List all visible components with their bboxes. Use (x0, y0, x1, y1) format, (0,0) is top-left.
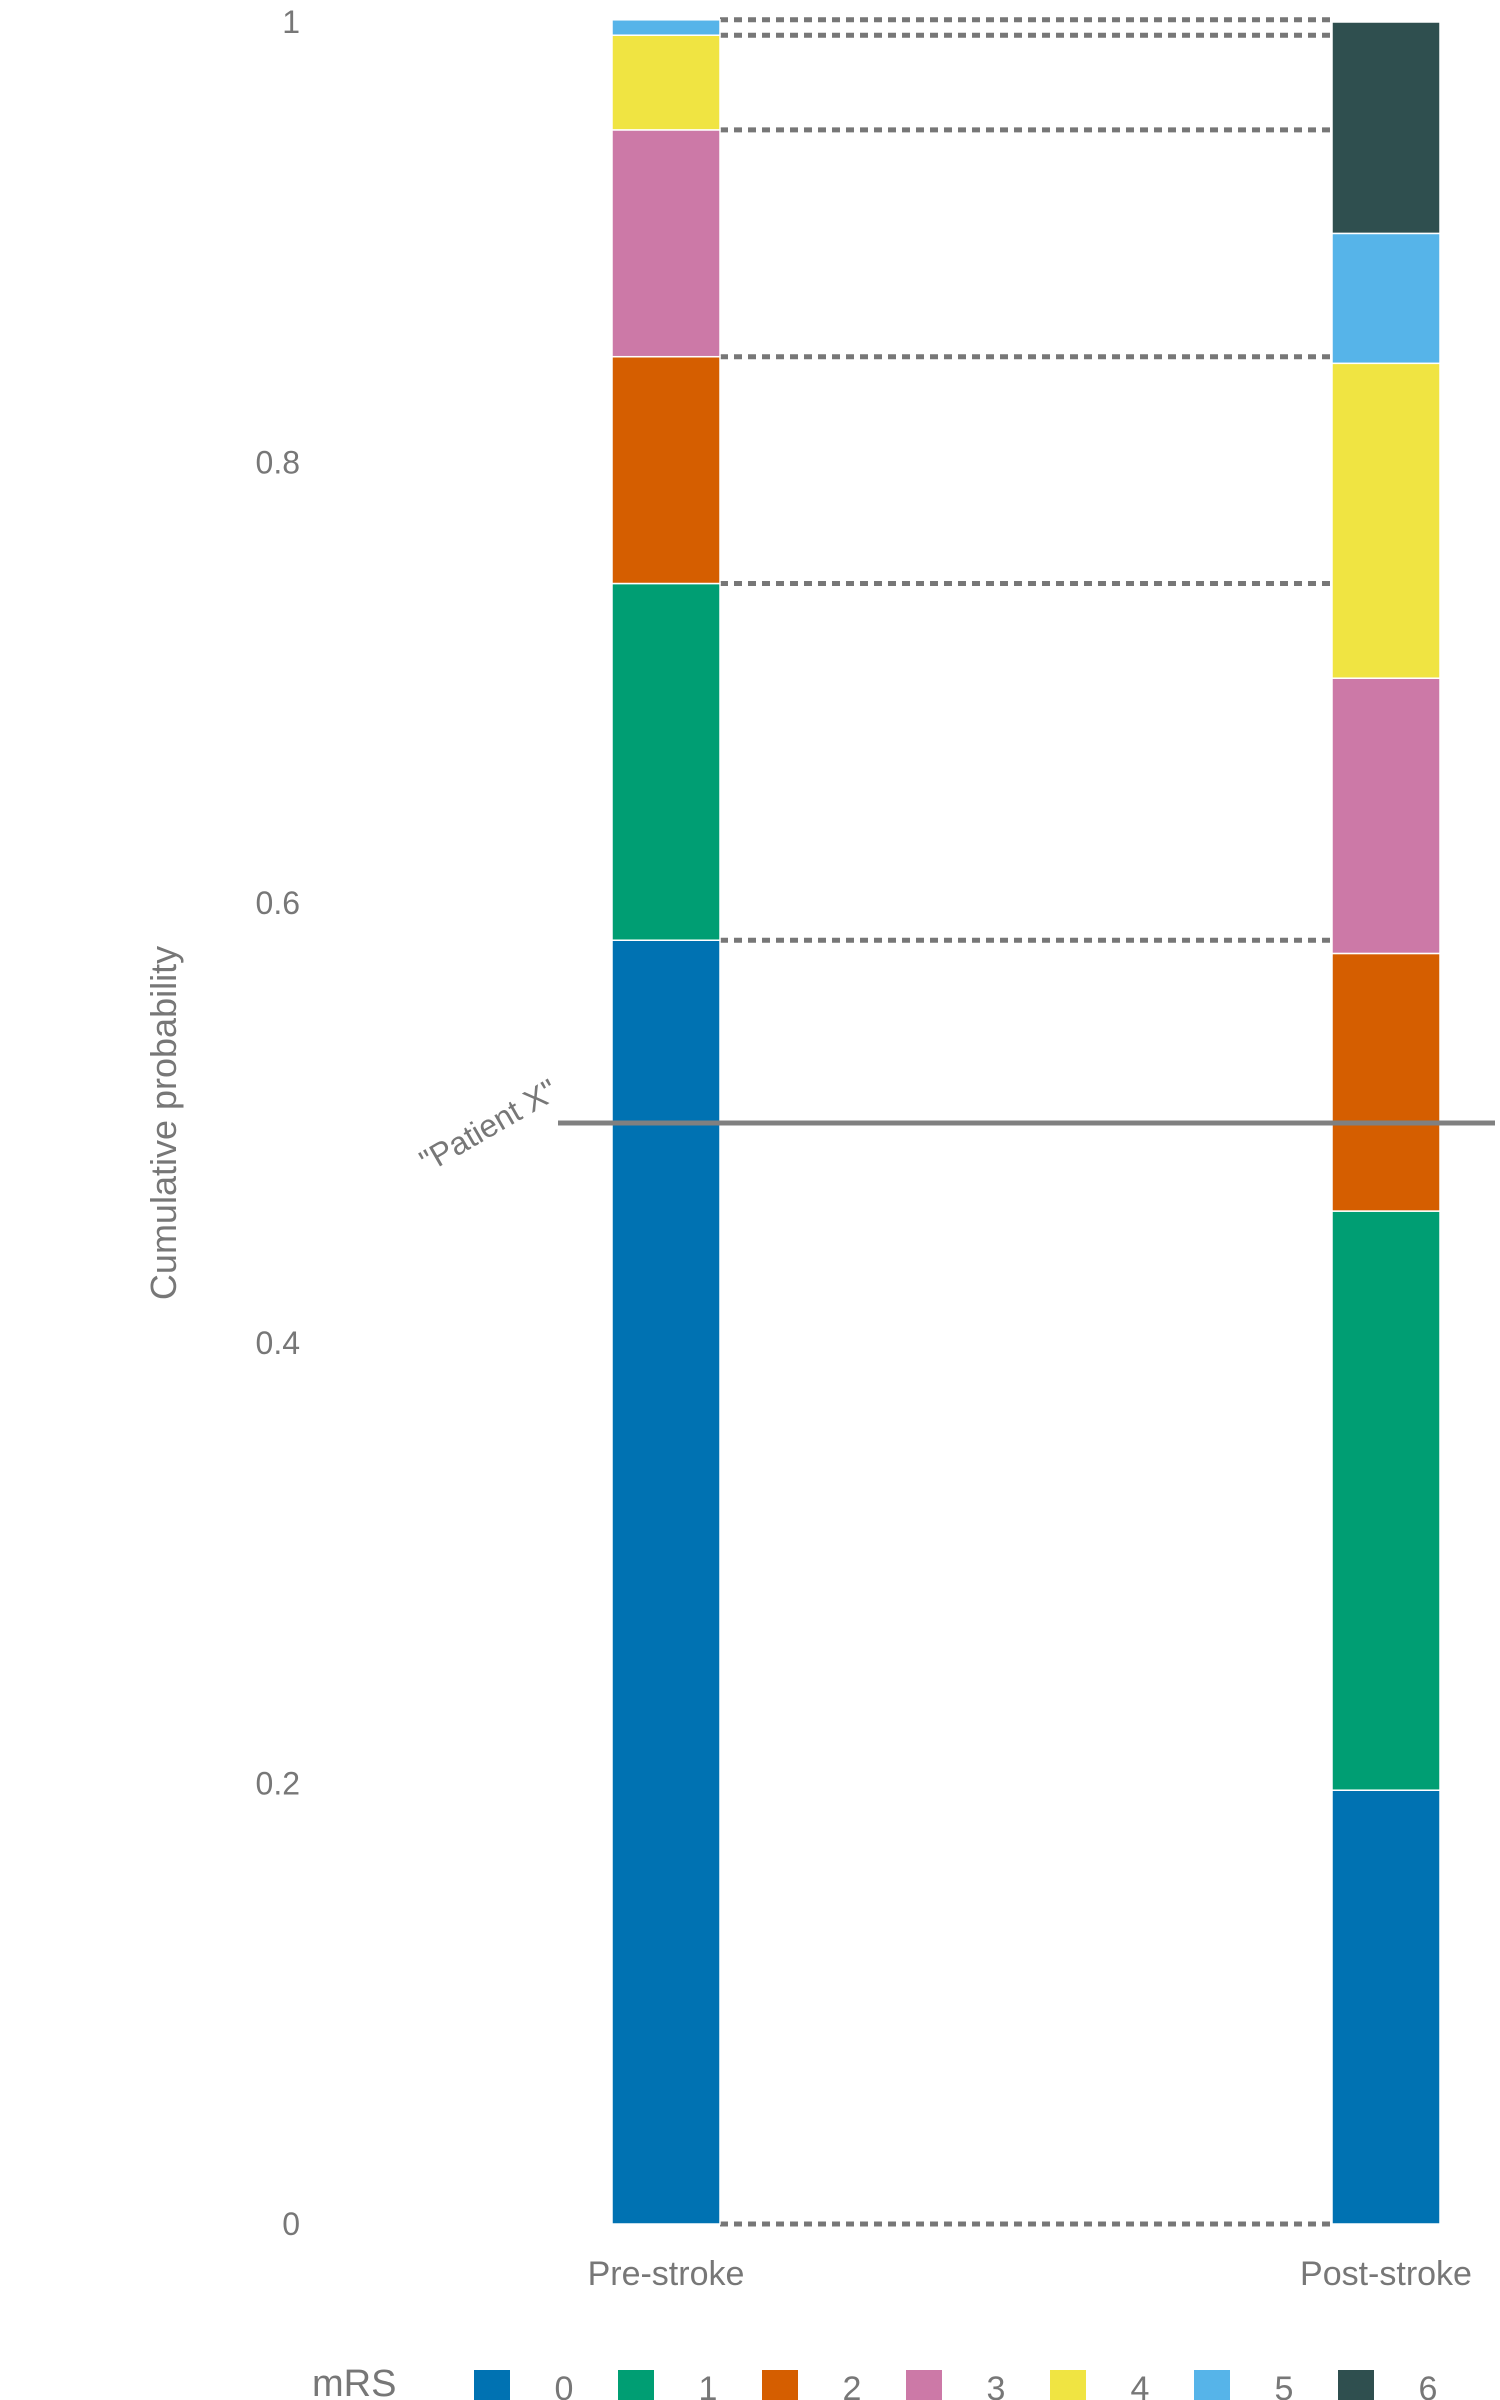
reference-line-label: "Patient X" (413, 1072, 563, 1179)
bar-segment-pre-stroke-mrs-5 (611, 19, 721, 36)
y-tick-label: 0.8 (256, 444, 300, 480)
y-tick-label: 0.4 (256, 1325, 300, 1361)
bar-segment-pre-stroke-mrs-4 (611, 34, 721, 131)
bar-segment-post-stroke-mrs-0 (1331, 1789, 1441, 2225)
legend-swatch (762, 2370, 798, 2400)
legend-label: 5 (1275, 2370, 1294, 2400)
x-axis: Pre-stroke Post-stroke (588, 2255, 1472, 2293)
legend-swatch (618, 2370, 654, 2400)
legend-swatch (1050, 2370, 1086, 2400)
x-category-label: Post-stroke (1300, 2255, 1472, 2293)
legend-item-mrs-3: 3 (906, 2370, 1005, 2400)
legend-item-mrs-2: 2 (762, 2370, 861, 2400)
legend-label: 2 (843, 2370, 862, 2400)
legend: mRS 0 1 2 3 4 5 6 (312, 2363, 1437, 2400)
legend-swatch (1338, 2370, 1374, 2400)
legend-swatch (1194, 2370, 1230, 2400)
x-category-label: Pre-stroke (588, 2255, 745, 2293)
bar-segment-post-stroke-mrs-1 (1331, 1210, 1441, 1791)
bar-segment-pre-stroke-mrs-0 (611, 939, 721, 2225)
y-tick-label: 0 (282, 2206, 300, 2242)
legend-label: 3 (987, 2370, 1006, 2400)
legend-title: mRS (312, 2363, 396, 2400)
legend-label: 6 (1419, 2370, 1438, 2400)
legend-swatch (906, 2370, 942, 2400)
y-tick-label: 0.2 (256, 1766, 300, 1802)
bar-segment-post-stroke-mrs-2 (1331, 952, 1441, 1212)
legend-label: 1 (699, 2370, 718, 2400)
legend-item-mrs-0: 0 (474, 2370, 573, 2400)
y-tick-label: 1 (282, 4, 300, 40)
bar-segment-post-stroke-mrs-5 (1331, 232, 1441, 365)
legend-item-mrs-5: 5 (1194, 2370, 1293, 2400)
legend-label: 4 (1131, 2370, 1150, 2400)
legend-item-mrs-6: 6 (1338, 2370, 1437, 2400)
bar-segment-post-stroke-mrs-3 (1331, 677, 1441, 955)
y-tick-label: 0.6 (256, 885, 300, 921)
y-axis: 0 0.2 0.4 0.6 0.8 1 Cumulative probability (143, 4, 300, 2242)
connector-lines (720, 17, 1332, 2227)
bar-stacks (611, 19, 1441, 2225)
legend-label: 0 (555, 2370, 574, 2400)
y-axis-title: Cumulative probability (143, 946, 184, 1300)
bar-segment-post-stroke-mrs-4 (1331, 362, 1441, 679)
bar-segment-pre-stroke-mrs-2 (611, 355, 721, 585)
bar-segment-pre-stroke-mrs-3 (611, 129, 721, 358)
bar-segment-pre-stroke-mrs-1 (611, 582, 721, 941)
legend-item-mrs-4: 4 (1050, 2370, 1149, 2400)
legend-swatch (474, 2370, 510, 2400)
bar-segment-post-stroke-mrs-6 (1331, 21, 1441, 235)
legend-item-mrs-1: 1 (618, 2370, 717, 2400)
